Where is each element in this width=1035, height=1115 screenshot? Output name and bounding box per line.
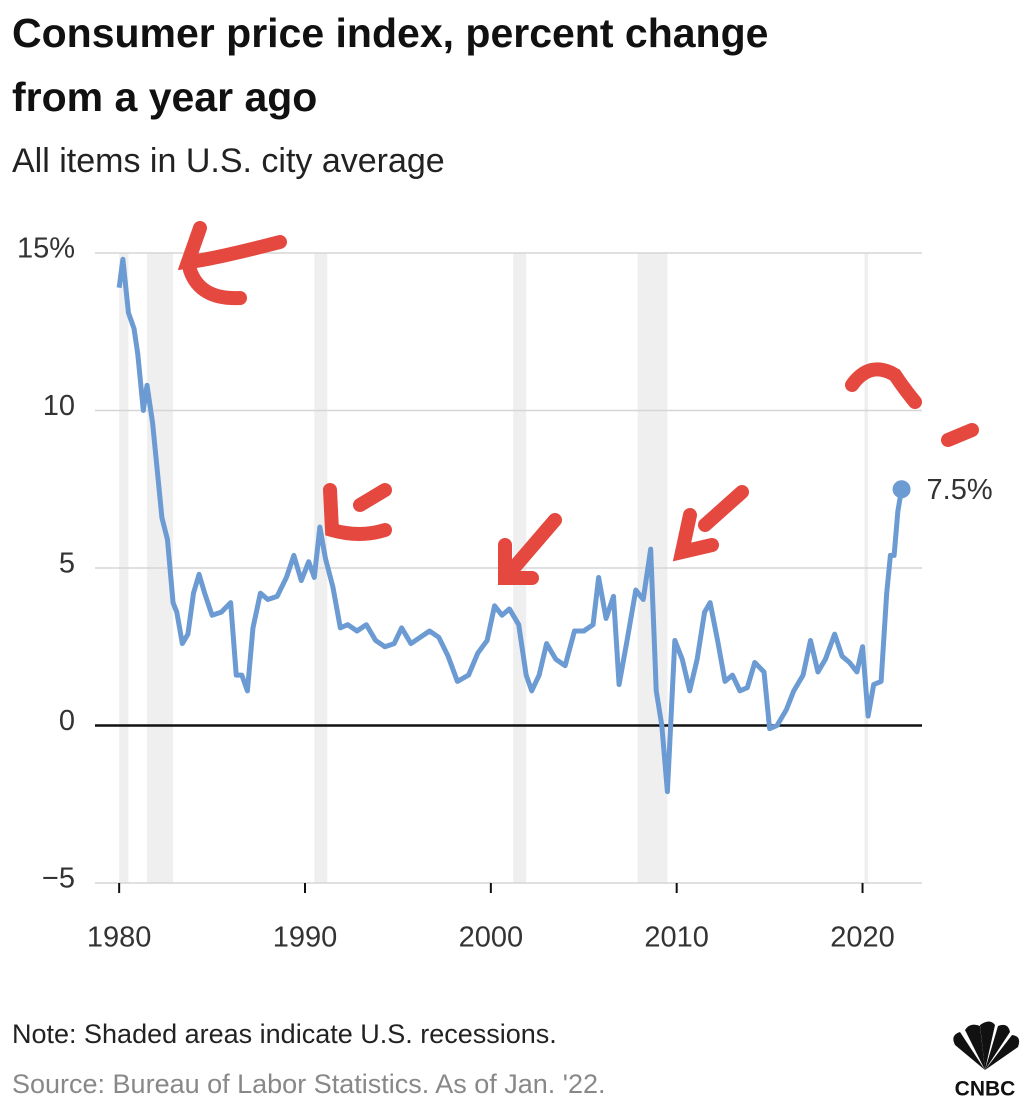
arrow <box>183 263 247 306</box>
arrow <box>941 423 979 447</box>
x-tick-label: 2020 <box>830 922 895 954</box>
y-tick-label: 5 <box>59 548 75 580</box>
note: Note: Shaded areas indicate U.S. recessi… <box>12 1019 557 1049</box>
source: Source: Bureau of Labor Statistics. As o… <box>12 1069 606 1099</box>
end-label: 7.5% <box>927 474 993 506</box>
x-tick-label: 1980 <box>87 922 152 954</box>
logo-text: CNBC <box>955 1078 1016 1101</box>
x-tick-label: 1990 <box>273 922 338 954</box>
plot-area: 15% 10 5 0 −5 1980 1990 2000 2010 2020 7.5% <box>17 233 993 954</box>
end-point <box>892 480 911 499</box>
logo-peacock <box>953 1021 1020 1070</box>
arrow <box>323 483 392 541</box>
arrow <box>177 221 287 270</box>
logo: CNBC <box>953 1021 1020 1101</box>
y-tick-label: −5 <box>42 863 75 895</box>
x-tick-label: 2010 <box>644 922 709 954</box>
data-line <box>116 256 905 795</box>
y-tick-label: 15% <box>17 233 75 265</box>
arrow <box>353 483 392 512</box>
hand-drawn-arrows <box>177 221 979 585</box>
x-tick-label: 2000 <box>459 922 524 954</box>
arrow <box>498 513 562 585</box>
arrow <box>845 362 922 409</box>
chart-title: from a year ago <box>12 74 317 120</box>
y-tick-label: 0 <box>59 705 75 737</box>
chart-subtitle: All items in U.S. city average <box>12 142 445 180</box>
arrow <box>672 485 749 562</box>
chart-title: Consumer price index, percent change <box>12 10 768 56</box>
y-tick-label: 10 <box>43 390 75 422</box>
